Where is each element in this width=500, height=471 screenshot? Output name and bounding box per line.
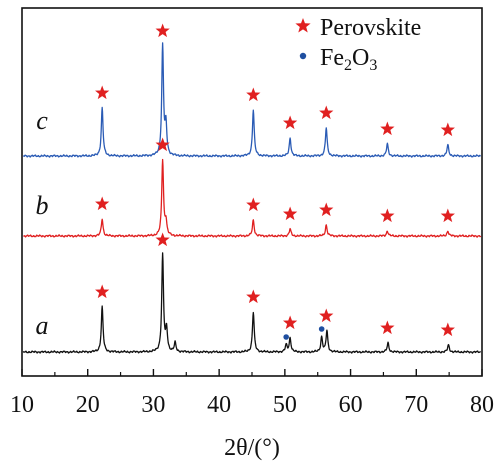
series-label-b: b xyxy=(36,191,49,220)
fe2o3-dot-marker xyxy=(318,326,325,332)
series-a: a xyxy=(22,232,482,354)
x-tick-label: 30 xyxy=(141,392,165,418)
x-tick-label: 50 xyxy=(273,392,297,418)
x-tick-label: 80 xyxy=(470,392,494,418)
plot-frame xyxy=(21,7,483,377)
legend: Perovskite Fe2O3 xyxy=(295,15,421,74)
legend-star-icon xyxy=(295,18,311,33)
perovskite-star-marker xyxy=(155,232,170,247)
perovskite-star-marker xyxy=(246,87,261,102)
perovskite-star-marker xyxy=(440,122,455,137)
x-tick-label: 60 xyxy=(339,392,363,418)
perovskite-star-marker xyxy=(319,202,334,217)
legend-dot-icon xyxy=(299,52,307,60)
xrd-pattern-c xyxy=(22,42,482,158)
x-tick-label: 20 xyxy=(76,392,100,418)
perovskite-star-marker xyxy=(95,85,110,100)
series-label-c: c xyxy=(36,106,48,135)
x-axis-label: 2θ/(°) xyxy=(224,435,280,461)
perovskite-star-marker xyxy=(282,206,298,221)
legend-label-perovskite: Perovskite xyxy=(320,15,421,41)
x-tick-label: 10 xyxy=(10,392,34,418)
x-tick-label: 70 xyxy=(404,392,428,418)
perovskite-star-marker xyxy=(440,322,455,337)
legend-label-fe2o3: Fe2O3 xyxy=(320,45,377,74)
series-c: c xyxy=(22,23,482,158)
fe2o3-dot-marker xyxy=(283,334,289,340)
perovskite-star-marker xyxy=(282,115,298,130)
perovskite-star-marker xyxy=(246,197,261,212)
perovskite-star-marker xyxy=(155,23,170,38)
perovskite-star-marker xyxy=(246,289,261,304)
perovskite-star-marker xyxy=(440,208,455,223)
perovskite-star-marker xyxy=(319,105,334,120)
xrd-pattern-a xyxy=(22,252,482,354)
perovskite-star-marker xyxy=(319,308,334,323)
perovskite-star-marker xyxy=(95,284,110,299)
perovskite-star-marker xyxy=(282,315,298,330)
perovskite-star-marker xyxy=(95,196,110,211)
xrd-pattern-b xyxy=(22,158,482,238)
perovskite-star-marker xyxy=(380,121,395,136)
perovskite-star-marker xyxy=(155,137,170,152)
series-b: b xyxy=(22,137,482,238)
series-label-a: a xyxy=(36,311,49,340)
perovskite-star-marker xyxy=(380,208,395,223)
x-tick-label: 40 xyxy=(207,392,231,418)
perovskite-star-marker xyxy=(380,320,395,335)
